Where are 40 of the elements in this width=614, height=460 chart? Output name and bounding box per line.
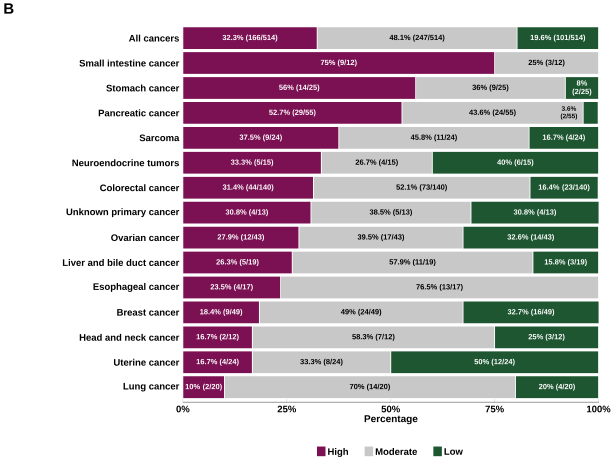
y-tick-label: Head and neck cancer [80,334,180,341]
bar [494,51,599,75]
legend-label: Low [444,448,463,455]
y-tick-label: Liver and bile duct cancer [62,258,180,266]
y-tick-label: Neuroendocrine tumors [72,159,179,166]
y-tick-label: Breast cancer [117,308,180,316]
bar [258,300,464,324]
bar [312,176,530,200]
y-tick-label: All cancers [128,34,179,42]
y-tick-label: Lung cancer [124,382,180,392]
y-tick-label: Sarcoma [140,134,180,142]
y-tick-label: Colorectal cancer [100,184,180,192]
y-tick-label: Unknown primary cancer [66,208,180,217]
x-axis-title: Percentage [364,415,418,424]
legend-label: High [328,448,348,457]
x-tick-label: 0% [176,405,190,412]
y-tick-label: Small intestine cancer [79,59,180,66]
bar [310,200,472,224]
bar [280,276,599,299]
text: B [4,3,14,14]
y-tick-label: Pancreatic cancer [98,109,180,116]
bar [402,101,584,124]
bar [292,250,534,274]
y-tick-label: Esophageal cancer [93,282,180,292]
x-tick-label: 50% [382,405,400,412]
bar [252,350,392,374]
bar [298,226,464,250]
bar [252,325,496,349]
bar [224,375,516,399]
bar [415,76,566,100]
x-tick-label: 100% [587,405,610,412]
bar [320,150,433,174]
legend-label: Moderate [376,448,417,455]
y-tick-label: Stomach cancer [106,84,180,92]
bar [338,126,530,150]
y-tick-label: Ovarian cancer [111,234,180,241]
x-tick-label: 75% [486,405,504,412]
y-tick-label: Uterine cancer [114,358,180,366]
bar [316,26,518,50]
x-tick-label: 25% [278,405,296,412]
